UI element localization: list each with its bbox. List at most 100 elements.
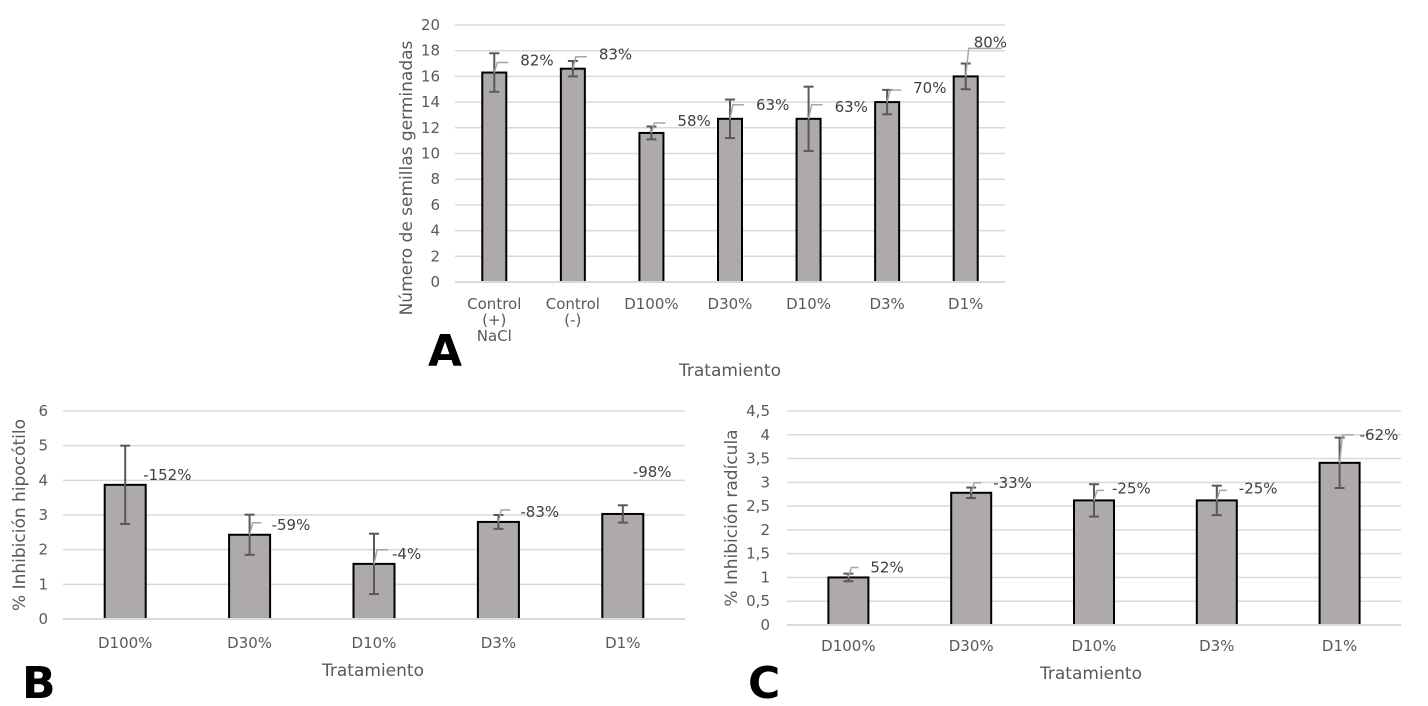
y-tick-label: 14 bbox=[421, 93, 440, 111]
bar bbox=[952, 75, 979, 284]
y-tick-label: 3,5 bbox=[746, 450, 770, 468]
y-tick-label: 3 bbox=[760, 473, 770, 491]
data-label-leader bbox=[497, 509, 511, 523]
panel-label: A bbox=[428, 326, 462, 377]
x-tick-label: D10% bbox=[786, 295, 831, 313]
data-label: -59% bbox=[272, 516, 311, 534]
data-label: -25% bbox=[1112, 479, 1151, 497]
data-label: 52% bbox=[870, 558, 903, 576]
bar bbox=[481, 71, 508, 283]
data-label-leader bbox=[886, 89, 902, 103]
x-tick-label: (+) bbox=[482, 311, 506, 329]
x-tick-label: D30% bbox=[708, 295, 753, 313]
x-tick-label: D10% bbox=[352, 634, 397, 652]
bar bbox=[1195, 499, 1238, 627]
y-tick-label: 6 bbox=[38, 402, 48, 420]
x-tick-label: D3% bbox=[1199, 637, 1234, 655]
panel-label: C bbox=[748, 658, 780, 706]
x-tick-label: D1% bbox=[948, 295, 983, 313]
y-tick-label: 20 bbox=[421, 16, 440, 34]
chart-a: 0246810121416182082%Control(+)NaCl83%Con… bbox=[397, 16, 1007, 381]
data-label: -4% bbox=[392, 545, 421, 563]
y-tick-label: 0 bbox=[760, 616, 770, 634]
data-label: -33% bbox=[993, 474, 1032, 492]
y-tick-label: 1,5 bbox=[746, 545, 770, 563]
y-tick-label: 8 bbox=[430, 170, 440, 188]
y-tick-label: 2 bbox=[38, 541, 48, 559]
x-tick-label: D1% bbox=[605, 634, 640, 652]
x-axis-title: Tratamiento bbox=[1039, 664, 1142, 684]
data-label-leader bbox=[807, 104, 823, 119]
bar bbox=[1318, 461, 1361, 626]
data-label: 63% bbox=[835, 98, 868, 116]
x-tick-label: D3% bbox=[481, 634, 516, 652]
data-label-leader bbox=[1338, 434, 1354, 463]
y-tick-label: 4 bbox=[38, 471, 48, 489]
data-label-leader bbox=[373, 549, 388, 565]
error-bar bbox=[617, 504, 628, 524]
data-label-leader bbox=[493, 61, 509, 73]
panel-label: B bbox=[22, 658, 56, 706]
bar bbox=[827, 576, 870, 627]
x-tick-label: D100% bbox=[98, 634, 152, 652]
data-label: 63% bbox=[756, 96, 789, 114]
bar bbox=[638, 131, 665, 283]
data-label: 83% bbox=[599, 46, 632, 64]
bar bbox=[874, 101, 901, 283]
x-tick-label: D30% bbox=[949, 637, 994, 655]
y-tick-label: 18 bbox=[421, 42, 440, 60]
y-tick-label: 0,5 bbox=[746, 592, 770, 610]
x-axis-title: Tratamiento bbox=[321, 661, 424, 681]
y-tick-label: 2 bbox=[760, 521, 770, 539]
x-tick-label: (-) bbox=[564, 311, 581, 329]
data-label-leader bbox=[572, 55, 587, 69]
y-tick-label: 0 bbox=[38, 610, 48, 628]
data-label: 82% bbox=[520, 52, 553, 70]
bar bbox=[950, 491, 993, 626]
data-label-leader bbox=[970, 482, 982, 494]
chart-c: 0 0,5 1 1,5 2 2,5 3 3,5 4 4,5 52% D100% -33% D30% -25%… bbox=[722, 402, 1401, 706]
x-tick-label: D3% bbox=[869, 295, 904, 313]
bar bbox=[559, 67, 586, 283]
data-label-leader bbox=[1216, 489, 1227, 501]
data-label-leader bbox=[964, 47, 1002, 77]
y-tick-label: 4 bbox=[760, 426, 770, 444]
bar bbox=[717, 117, 743, 284]
data-label: -62% bbox=[1360, 426, 1399, 444]
x-tick-label: D10% bbox=[1072, 637, 1117, 655]
y-tick-label: 12 bbox=[421, 119, 440, 137]
bar bbox=[601, 512, 645, 621]
x-tick-label: D1% bbox=[1322, 637, 1357, 655]
y-tick-label: 3 bbox=[38, 506, 48, 524]
chart-b: 0 1 2 3 4 5 6 -152% D100% -59% D30% -4% D10% -83% D3% -… bbox=[10, 402, 685, 706]
y-tick-label: 10 bbox=[421, 145, 440, 163]
y-tick-label: 4 bbox=[430, 222, 440, 240]
x-tick-label: D100% bbox=[821, 637, 875, 655]
data-label-leader bbox=[729, 104, 744, 119]
x-tick-label: NaCl bbox=[477, 327, 512, 345]
y-tick-label: 16 bbox=[421, 67, 440, 85]
x-tick-label: D30% bbox=[227, 634, 272, 652]
x-tick-label: Control bbox=[467, 295, 521, 313]
data-label: -83% bbox=[520, 503, 559, 521]
y-tick-label: 0 bbox=[430, 273, 440, 291]
x-tick-label: Control bbox=[546, 295, 600, 313]
y-tick-label: 1 bbox=[760, 568, 770, 586]
data-label: -152% bbox=[143, 466, 191, 484]
y-axis-title: % Inhibición radícula bbox=[722, 429, 742, 606]
data-label-leader bbox=[248, 522, 262, 535]
data-label: -98% bbox=[633, 463, 672, 481]
y-tick-label: 4,5 bbox=[746, 402, 770, 420]
error-bar bbox=[120, 444, 131, 526]
bar bbox=[476, 520, 520, 621]
y-tick-label: 1 bbox=[38, 575, 48, 593]
x-axis-title: Tratamiento bbox=[678, 361, 781, 381]
y-tick-label: 2,5 bbox=[746, 497, 770, 515]
data-label-leader bbox=[847, 566, 859, 578]
data-label: 58% bbox=[677, 112, 710, 130]
data-label-leader bbox=[650, 122, 666, 134]
y-axis-title: Número de semillas germinadas bbox=[397, 40, 417, 315]
data-label: 70% bbox=[913, 79, 946, 97]
data-label: 80% bbox=[974, 33, 1007, 51]
